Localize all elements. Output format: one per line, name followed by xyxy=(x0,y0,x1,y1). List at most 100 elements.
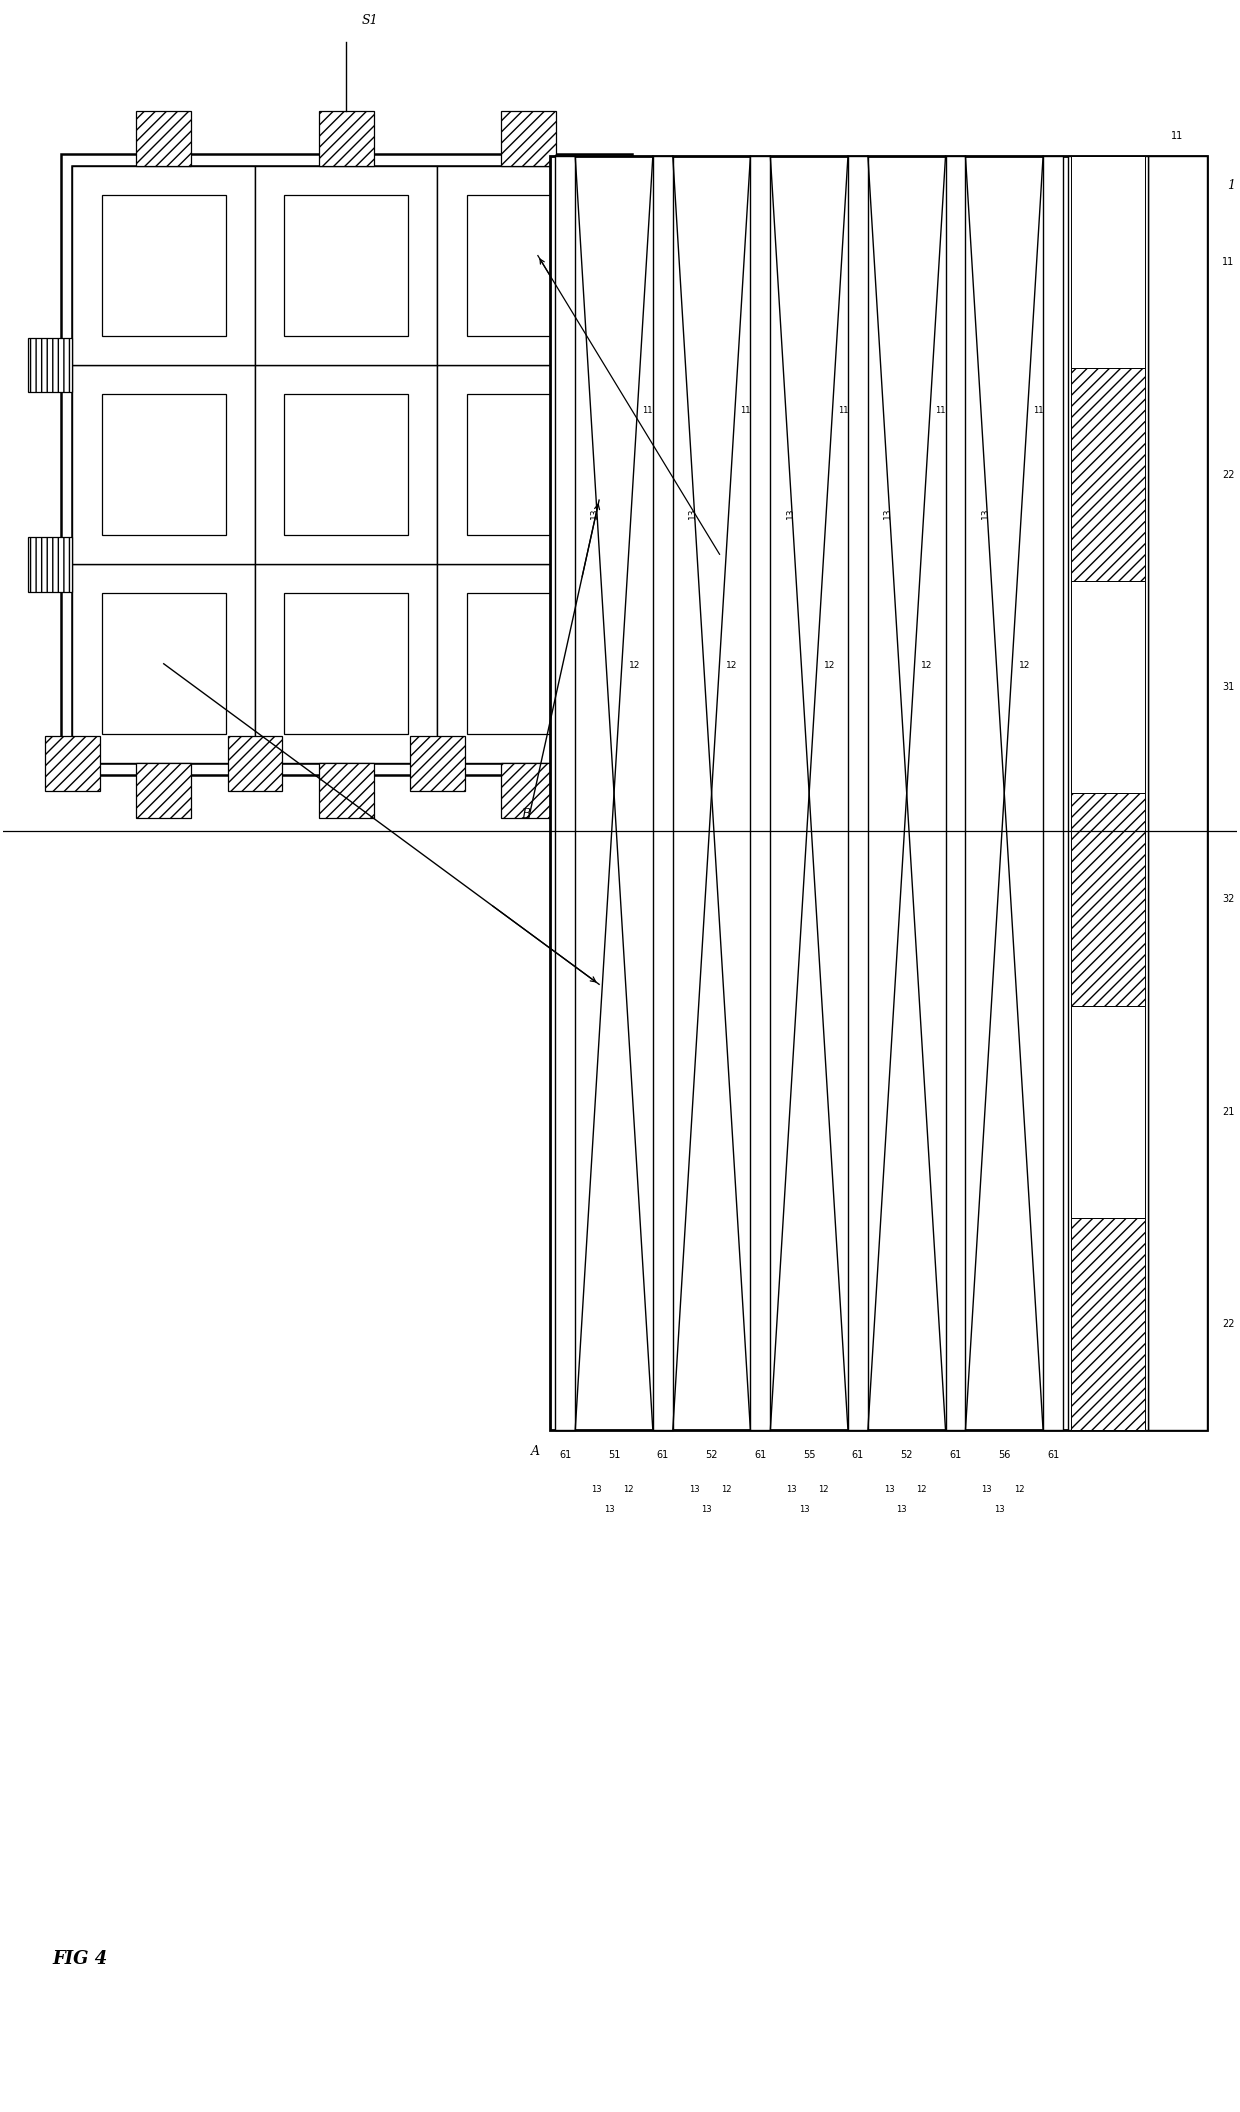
Text: 13: 13 xyxy=(981,1485,992,1493)
Bar xyxy=(1071,581,1145,794)
Text: S1: S1 xyxy=(361,13,378,27)
Text: 11: 11 xyxy=(1033,406,1043,416)
Text: 31: 31 xyxy=(1223,682,1235,693)
Bar xyxy=(1071,367,1145,581)
Text: 13: 13 xyxy=(799,1506,810,1514)
Text: 32: 32 xyxy=(1223,893,1235,904)
Bar xyxy=(1071,1219,1145,1430)
Text: 52: 52 xyxy=(900,1451,913,1459)
Bar xyxy=(255,167,438,365)
Bar xyxy=(284,194,408,336)
Text: 12: 12 xyxy=(921,661,932,670)
Bar xyxy=(72,564,255,762)
Text: 61: 61 xyxy=(754,1451,766,1459)
Text: 13: 13 xyxy=(994,1506,1004,1514)
Text: 61: 61 xyxy=(852,1451,864,1459)
Text: 12: 12 xyxy=(1019,661,1030,670)
Bar xyxy=(136,762,191,817)
Text: 13: 13 xyxy=(786,1485,797,1493)
Bar xyxy=(466,593,590,735)
Bar xyxy=(102,593,226,735)
Bar xyxy=(652,156,673,1430)
Bar xyxy=(1068,156,1148,1430)
Bar xyxy=(284,395,408,534)
Text: 13: 13 xyxy=(688,1485,699,1493)
Text: 13: 13 xyxy=(688,507,697,520)
Bar xyxy=(102,194,226,336)
Text: 1: 1 xyxy=(1228,180,1235,192)
Bar xyxy=(1043,156,1063,1430)
Text: 11: 11 xyxy=(1223,258,1235,268)
Bar xyxy=(72,167,255,365)
Bar xyxy=(27,536,72,591)
Text: 21: 21 xyxy=(1223,1107,1235,1117)
Text: 12: 12 xyxy=(720,1485,732,1493)
Bar xyxy=(946,156,966,1430)
Bar xyxy=(1071,156,1145,367)
Text: 22: 22 xyxy=(1223,469,1235,479)
Text: 12: 12 xyxy=(1013,1485,1024,1493)
Bar xyxy=(102,395,226,534)
Text: 22: 22 xyxy=(1223,1320,1235,1328)
Bar xyxy=(556,156,575,1430)
Bar xyxy=(848,156,868,1430)
Text: 11: 11 xyxy=(935,406,946,416)
Text: 13: 13 xyxy=(884,1485,894,1493)
Bar xyxy=(255,365,438,564)
Bar xyxy=(750,156,770,1430)
Bar xyxy=(284,593,408,735)
Bar xyxy=(27,338,72,393)
Bar xyxy=(438,564,620,762)
Bar xyxy=(466,395,590,534)
Text: 13: 13 xyxy=(591,1485,601,1493)
Bar xyxy=(319,762,373,817)
Bar xyxy=(136,112,191,167)
Bar xyxy=(319,112,373,167)
Text: B: B xyxy=(521,809,531,822)
Bar xyxy=(551,156,1208,1430)
Text: 11: 11 xyxy=(1172,131,1184,142)
Text: 13: 13 xyxy=(702,1506,712,1514)
Bar xyxy=(438,365,620,564)
Text: 61: 61 xyxy=(950,1451,961,1459)
Text: 13: 13 xyxy=(604,1506,615,1514)
Text: A: A xyxy=(532,1445,541,1457)
Text: 52: 52 xyxy=(706,1451,718,1459)
Text: 12: 12 xyxy=(916,1485,926,1493)
Bar xyxy=(61,154,632,775)
Text: 13: 13 xyxy=(897,1506,908,1514)
Bar xyxy=(1071,794,1145,1005)
Text: FIG 4: FIG 4 xyxy=(52,1949,108,1968)
Bar xyxy=(1148,156,1208,1430)
Text: 11: 11 xyxy=(642,406,653,416)
Text: 56: 56 xyxy=(998,1451,1011,1459)
Text: 55: 55 xyxy=(802,1451,816,1459)
Text: 12: 12 xyxy=(629,661,640,670)
Text: 13: 13 xyxy=(785,507,795,520)
Bar xyxy=(501,112,556,167)
Text: 12: 12 xyxy=(818,1485,830,1493)
Text: 61: 61 xyxy=(559,1451,572,1459)
Text: 61: 61 xyxy=(1047,1451,1059,1459)
Text: 11: 11 xyxy=(838,406,848,416)
Bar xyxy=(466,194,590,336)
Text: 6: 6 xyxy=(724,547,733,562)
Text: 13: 13 xyxy=(590,507,599,520)
Text: 13: 13 xyxy=(981,507,990,520)
Text: 51: 51 xyxy=(608,1451,620,1459)
Bar xyxy=(501,762,556,817)
Bar xyxy=(72,167,620,762)
Bar xyxy=(1071,1005,1145,1219)
Text: 61: 61 xyxy=(657,1451,668,1459)
Bar xyxy=(255,564,438,762)
Bar xyxy=(438,167,620,365)
Bar xyxy=(410,735,465,790)
Text: 12: 12 xyxy=(624,1485,634,1493)
Text: 11: 11 xyxy=(740,406,750,416)
Text: 12: 12 xyxy=(727,661,738,670)
Text: 12: 12 xyxy=(823,661,836,670)
Bar xyxy=(228,735,283,790)
Bar xyxy=(45,735,100,790)
Bar xyxy=(72,365,255,564)
Text: 13: 13 xyxy=(883,507,892,520)
